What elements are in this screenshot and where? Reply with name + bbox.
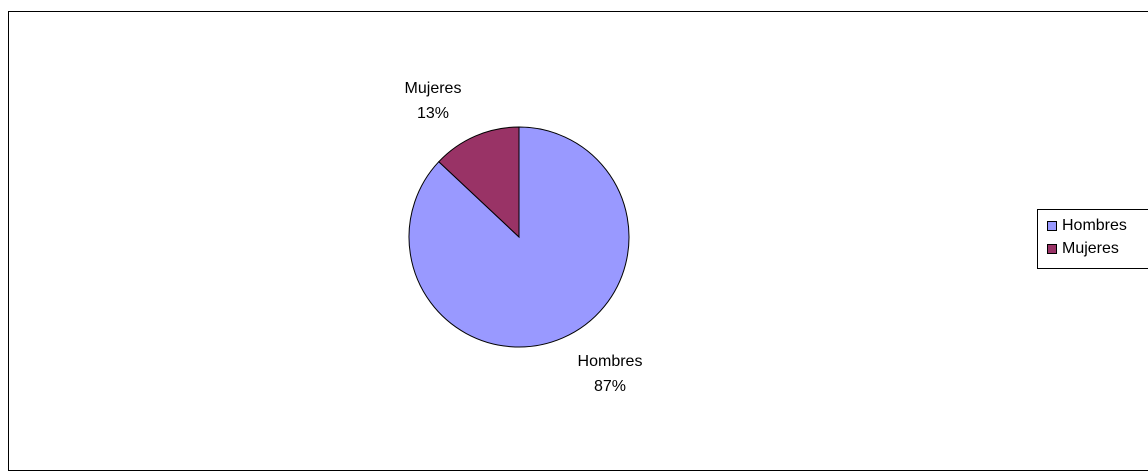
legend-label-mujeres: Mujeres xyxy=(1062,240,1119,257)
pie-slice-mujeres xyxy=(438,126,520,239)
legend-swatch-mujeres xyxy=(1047,244,1057,254)
pie-chart: Hombres 87% Mujeres 13% xyxy=(405,80,643,395)
data-label-name-hombres: Hombres xyxy=(578,353,643,370)
data-labels: Hombres 87% Mujeres 13% xyxy=(405,80,643,395)
data-label-percent-mujeres: 13% xyxy=(417,105,449,122)
legend-swatch-hombres xyxy=(1047,221,1057,231)
chart-area: Hombres 87% Mujeres 13% Hombres Mujeres xyxy=(8,11,1148,471)
legend-item-mujeres: Mujeres xyxy=(1047,239,1119,259)
pie-slices xyxy=(408,126,630,348)
data-label-percent-hombres: 87% xyxy=(594,378,626,395)
legend-label-hombres: Hombres xyxy=(1062,217,1127,234)
legend-item-hombres: Hombres xyxy=(1047,216,1127,236)
data-label-name-mujeres: Mujeres xyxy=(405,80,462,97)
legend: Hombres Mujeres xyxy=(1037,209,1148,269)
